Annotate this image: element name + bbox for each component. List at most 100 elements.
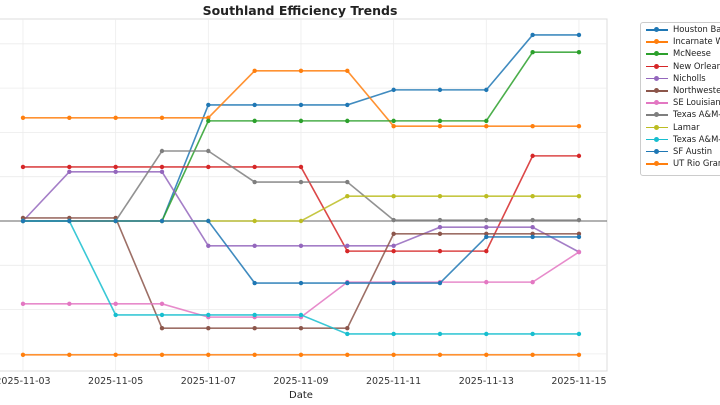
data-point — [159, 169, 165, 175]
data-point — [252, 68, 257, 74]
data-point — [206, 118, 211, 124]
data-point — [576, 193, 582, 199]
data-point — [391, 280, 396, 286]
data-point — [20, 215, 26, 221]
data-point — [484, 193, 489, 199]
data-point — [391, 248, 396, 254]
legend-dot-marker — [654, 51, 659, 57]
legend-dot-marker — [654, 136, 659, 142]
data-point — [298, 68, 304, 74]
legend: Houston Bap Incarnate WoMcNeeseNew Orlean… — [640, 22, 720, 176]
x-axis-label: Date — [289, 390, 313, 401]
data-point — [484, 352, 489, 357]
data-point — [530, 225, 535, 230]
legend-item: Incarnate Wo — [641, 35, 720, 47]
data-point — [530, 123, 535, 129]
legend-item: Lamar — [641, 121, 720, 133]
legend-label: UT Rio Grand — [673, 158, 720, 169]
data-point — [113, 301, 118, 307]
legend-item: New Orleans — [641, 60, 720, 72]
data-point — [437, 217, 443, 223]
data-point — [113, 164, 118, 170]
data-point — [484, 331, 489, 337]
data-point — [345, 243, 350, 249]
legend-dot-marker — [654, 112, 659, 118]
data-point — [20, 301, 26, 307]
legend-label: Lamar — [673, 121, 700, 132]
data-point — [576, 352, 582, 357]
data-point — [391, 87, 396, 93]
data-point — [159, 312, 165, 318]
data-point — [67, 169, 72, 175]
series-5 — [20, 215, 582, 331]
data-point — [113, 352, 118, 357]
data-point — [437, 352, 443, 357]
data-point — [345, 280, 350, 286]
data-point — [159, 218, 165, 224]
data-point — [484, 118, 489, 124]
data-point — [391, 118, 396, 124]
data-point — [206, 352, 211, 357]
data-point — [345, 331, 350, 337]
data-point — [252, 326, 257, 331]
data-point — [391, 231, 396, 237]
legend-dot-marker — [654, 63, 659, 69]
legend-item: Nicholls — [641, 72, 720, 84]
data-point — [252, 118, 257, 124]
data-point — [298, 352, 304, 357]
legend-item: Houston Bap — [641, 23, 720, 35]
legend-dot-marker — [654, 100, 659, 106]
data-point — [159, 301, 165, 307]
data-point — [298, 280, 304, 286]
data-point — [576, 217, 582, 223]
legend-dot-marker — [654, 27, 659, 32]
legend-item: UT Rio Grand — [641, 157, 720, 169]
data-point — [576, 153, 582, 159]
grid — [0, 18, 608, 372]
data-point — [206, 218, 211, 224]
data-point — [159, 148, 165, 154]
data-point — [530, 352, 535, 357]
data-point — [391, 193, 396, 199]
data-point — [206, 148, 211, 154]
data-point — [206, 115, 211, 120]
data-point — [206, 164, 211, 170]
data-point — [345, 193, 350, 199]
data-point — [67, 301, 72, 307]
legend-item: Northwestern — [641, 84, 720, 96]
x-axis: 2025-11-03 2025-11-05 2025-11-07 2025-11-09… — [0, 376, 607, 387]
data-point — [437, 87, 443, 93]
data-point — [298, 164, 304, 170]
legend-label: New Orleans — [673, 60, 720, 71]
data-point — [576, 32, 582, 38]
series-10 — [20, 218, 582, 286]
series-3 — [20, 153, 582, 254]
series-6 — [20, 249, 582, 320]
data-point — [437, 123, 443, 129]
x-tick-label: 2025-11-05 — [88, 376, 143, 387]
data-point — [484, 248, 489, 254]
data-point — [252, 352, 257, 357]
data-point — [20, 115, 26, 120]
data-point — [298, 102, 304, 108]
data-point — [437, 118, 443, 124]
data-point — [345, 248, 350, 254]
data-point — [530, 193, 535, 199]
data-point — [67, 215, 72, 221]
data-point — [345, 326, 350, 331]
legend-item: SF Austin — [641, 145, 720, 157]
data-point — [159, 115, 165, 120]
data-point — [484, 279, 489, 285]
legend-label: Houston Bap — [673, 24, 720, 34]
data-point — [67, 218, 72, 224]
series-4 — [20, 169, 582, 255]
legend-item: Texas A&M-C — [641, 133, 720, 145]
legend-label: McNeese — [673, 48, 711, 59]
data-point — [437, 280, 443, 286]
legend-label: Texas A&M-C — [673, 133, 720, 144]
legend-label: Northwestern — [673, 84, 720, 95]
data-point — [345, 352, 350, 357]
data-point — [298, 179, 304, 185]
data-point — [484, 87, 489, 93]
legend-label: Nicholls — [673, 72, 706, 83]
